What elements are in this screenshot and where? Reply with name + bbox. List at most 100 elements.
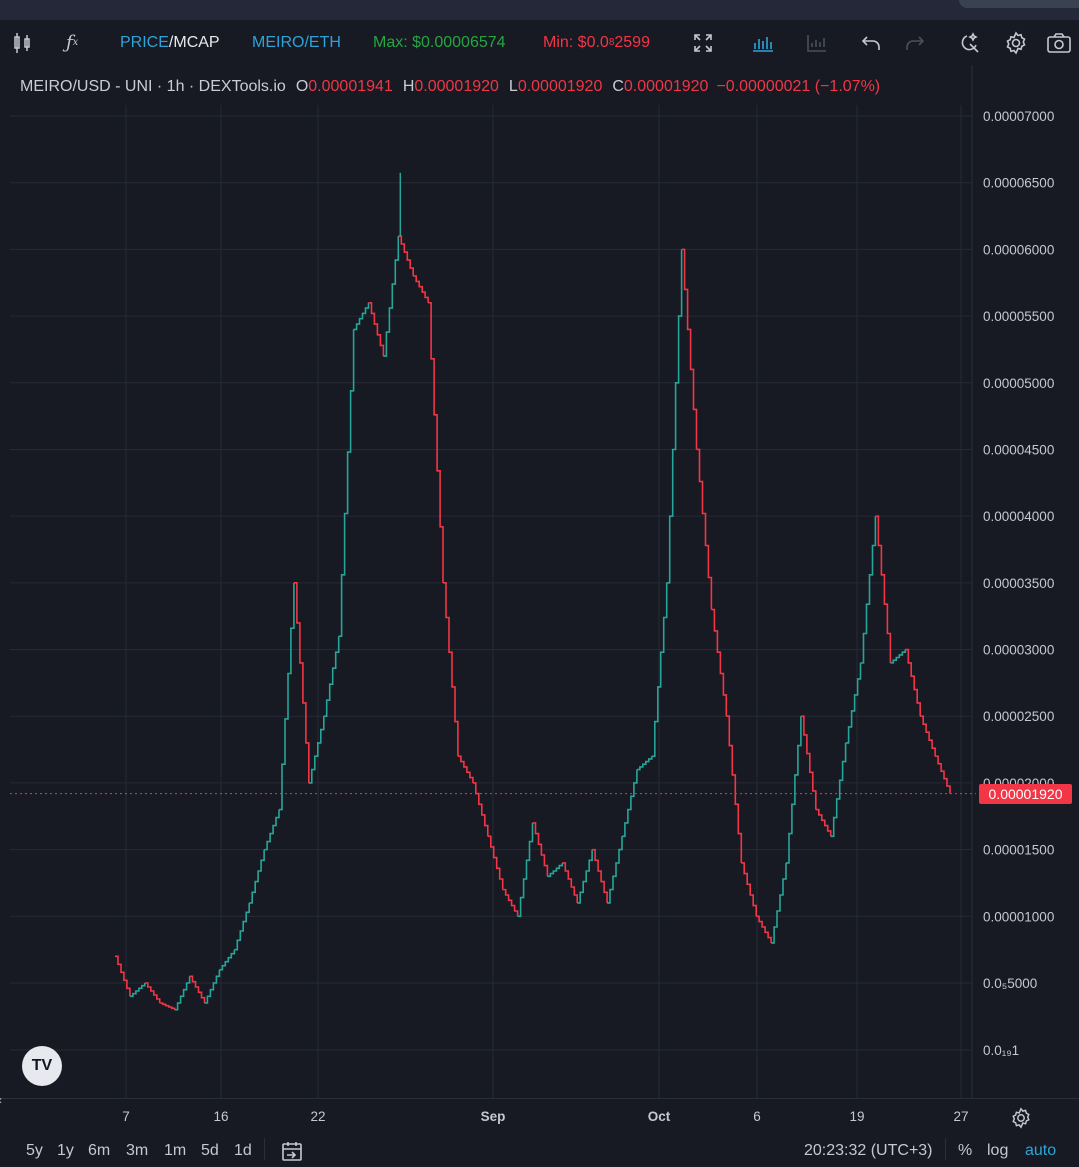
price-series-segment bbox=[800, 715, 817, 810]
min-rest: 2599 bbox=[614, 33, 650, 51]
bottom-bar: 5y 1y 6m 3m 1m 5d 1d 20:23:32 (UTC+3) % … bbox=[0, 1134, 1079, 1165]
price-series-segment bbox=[472, 782, 489, 837]
price-series-segment bbox=[189, 975, 206, 1003]
clock-time[interactable]: 20:23:32 (UTC+3) bbox=[804, 1142, 933, 1159]
range-6m[interactable]: 6m bbox=[88, 1142, 111, 1159]
price-series-segment bbox=[651, 582, 668, 758]
price-series-segment bbox=[815, 808, 832, 837]
price-series-segment bbox=[726, 715, 743, 863]
auto-toggle[interactable]: auto bbox=[1025, 1142, 1057, 1159]
y-tick-label: 0.00001000 bbox=[983, 909, 1054, 924]
y-tick-label: 0.0₅5000 bbox=[983, 976, 1037, 991]
redo-icon[interactable] bbox=[905, 20, 925, 65]
price-series-segment bbox=[293, 582, 310, 783]
price-series-segment bbox=[562, 862, 578, 903]
price-series-segment bbox=[368, 301, 385, 357]
x-tick-label: 16 bbox=[213, 1109, 228, 1124]
price-series-segment bbox=[279, 582, 295, 811]
price-series-segment bbox=[234, 903, 250, 951]
min-label: Min: $0.0 8 2599 bbox=[543, 20, 650, 65]
price-series-segment bbox=[487, 835, 504, 890]
symbol-title: MEIRO/USD - UNI · 1h · DEXTools.io bbox=[20, 78, 286, 95]
price-series-segment bbox=[666, 249, 683, 584]
price-series-segment bbox=[144, 982, 161, 1003]
undo-icon[interactable] bbox=[861, 20, 881, 65]
y-tick-label: 0.00001500 bbox=[983, 843, 1054, 858]
change-value: −0.00000021 (−1.07%) bbox=[716, 78, 881, 95]
price-series-segment bbox=[115, 955, 131, 997]
range-1m[interactable]: 1m bbox=[164, 1142, 187, 1159]
range-3m[interactable]: 3m bbox=[126, 1142, 149, 1159]
price-series-segment bbox=[577, 849, 593, 904]
scroll-left-icon[interactable]: ‹ bbox=[0, 1093, 2, 1107]
range-1y[interactable]: 1y bbox=[57, 1142, 74, 1159]
range-5d[interactable]: 5d bbox=[201, 1142, 219, 1159]
price-series-segment bbox=[353, 302, 370, 331]
time-axis[interactable]: ‹ bbox=[0, 1093, 1079, 1135]
mcap-label[interactable]: MCAP bbox=[173, 33, 220, 51]
price-series-segment bbox=[249, 849, 265, 904]
calendar-goto-icon[interactable] bbox=[281, 1140, 303, 1167]
price-series-segment bbox=[607, 836, 623, 904]
price-series-segment bbox=[457, 755, 474, 783]
price-series-segment bbox=[875, 515, 892, 663]
y-tick-label: 0.00004500 bbox=[983, 442, 1054, 457]
sep: / bbox=[168, 33, 174, 51]
price-series-segment bbox=[741, 862, 757, 917]
tradingview-logo[interactable]: TV bbox=[22, 1046, 62, 1086]
magic-icon[interactable] bbox=[958, 20, 980, 65]
price-series-segment bbox=[756, 915, 772, 943]
price-series-segment bbox=[323, 636, 340, 718]
price-series-segment bbox=[383, 236, 400, 357]
x-tick-label: 27 bbox=[953, 1109, 968, 1124]
price-series-segment bbox=[860, 516, 877, 664]
y-tick-label: 0.00006000 bbox=[983, 242, 1054, 257]
candlestick-icon[interactable] bbox=[12, 20, 32, 65]
bar-chart-icon[interactable] bbox=[752, 20, 774, 65]
price-series-segment bbox=[785, 716, 802, 864]
low-value: 0.00001920 bbox=[517, 78, 603, 95]
close-key: C bbox=[612, 78, 624, 95]
open-key: O bbox=[295, 78, 309, 95]
price-series-segment bbox=[413, 275, 429, 303]
pair-button[interactable]: MEIRO/ETH bbox=[252, 33, 341, 51]
min-sub: 8 bbox=[608, 37, 615, 48]
x-tick-label: Oct bbox=[648, 1109, 671, 1124]
settings-icon[interactable] bbox=[1004, 20, 1028, 65]
bar-chart-disabled-icon[interactable] bbox=[806, 20, 828, 65]
y-tick-label: 0.00006500 bbox=[983, 176, 1054, 191]
y-tick-label: 0.00003000 bbox=[983, 643, 1054, 658]
x-tick-label: Sep bbox=[481, 1109, 506, 1124]
price-label[interactable]: PRICE bbox=[120, 33, 169, 51]
high-value: 0.00001920 bbox=[414, 78, 499, 95]
price-series-segment bbox=[845, 662, 862, 744]
price-series-segment bbox=[532, 822, 549, 877]
low-key: L bbox=[508, 78, 518, 95]
camera-icon[interactable] bbox=[1046, 20, 1072, 65]
range-5y[interactable]: 5y bbox=[26, 1142, 43, 1159]
fullscreen-icon[interactable] bbox=[693, 20, 713, 65]
price-series-segment bbox=[308, 716, 325, 784]
price-series-segment bbox=[935, 755, 951, 794]
percent-toggle[interactable]: % bbox=[958, 1142, 973, 1159]
range-1d[interactable]: 1d bbox=[234, 1142, 252, 1159]
price-series-segment bbox=[502, 888, 519, 917]
log-toggle[interactable]: log bbox=[987, 1142, 1009, 1159]
price-series-segment bbox=[338, 329, 355, 637]
price-series-segment bbox=[920, 715, 936, 757]
y-tick-label: 0.0₁₉1 bbox=[983, 1043, 1019, 1058]
y-tick-label: 0.00007000 bbox=[983, 109, 1054, 124]
ohlc-legend: MEIRO/USD - UNI · 1h · DEXTools.io O 0.00… bbox=[20, 78, 880, 96]
price-series-segment bbox=[174, 976, 191, 1011]
axis-settings-icon[interactable] bbox=[1010, 1107, 1032, 1134]
y-tick-label: 0.00004000 bbox=[983, 509, 1054, 524]
price-series-segment bbox=[398, 235, 414, 277]
price-mcap-toggle[interactable]: PRICE / MCAP bbox=[120, 20, 220, 65]
price-series-segment bbox=[636, 756, 653, 771]
scroll-indicator bbox=[959, 0, 1079, 8]
price-series-segment bbox=[159, 1002, 176, 1010]
x-tick-label: 22 bbox=[310, 1109, 325, 1124]
